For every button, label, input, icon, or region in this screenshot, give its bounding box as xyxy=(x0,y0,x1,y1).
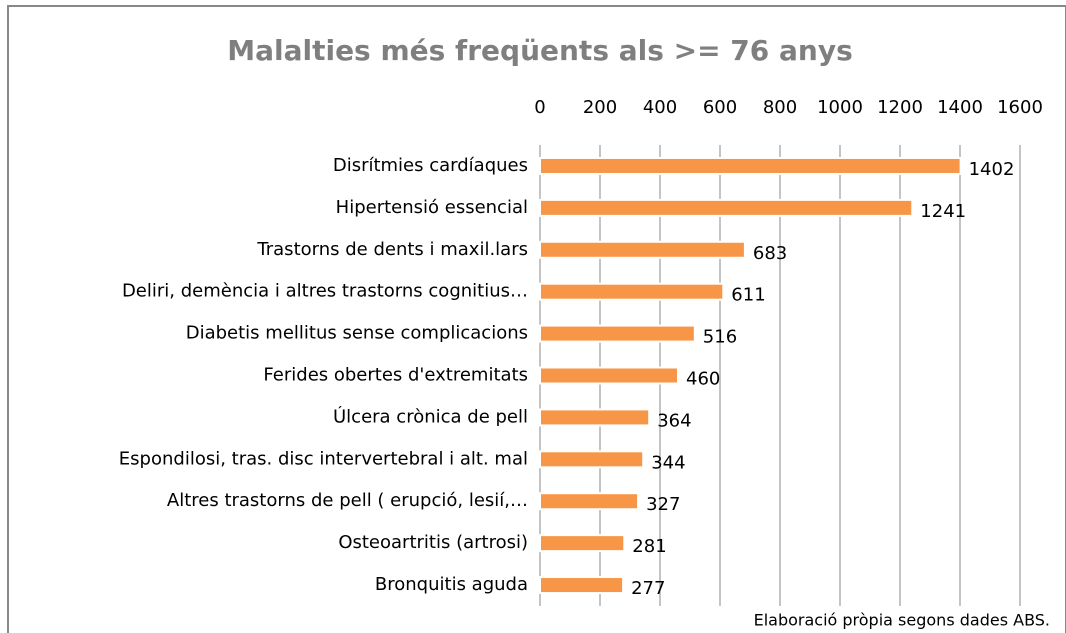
x-tick-label: 800 xyxy=(763,97,797,118)
bar xyxy=(539,408,651,427)
data-label: 516 xyxy=(703,327,737,348)
x-tick-label: 1400 xyxy=(937,97,983,118)
y-tick-label: Hipertensió essencial xyxy=(336,197,528,218)
data-label: 327 xyxy=(646,494,680,515)
y-tick-label: Altres trastorns de pell ( erupció, lesi… xyxy=(167,490,528,511)
x-tick-label: 200 xyxy=(583,97,617,118)
data-label: 683 xyxy=(753,243,787,264)
y-tick-label: Osteoartritis (artrosi) xyxy=(338,532,528,553)
data-label: 344 xyxy=(651,452,685,473)
y-tick-label: Disrítmies cardíaques xyxy=(333,155,528,176)
x-tick-label: 1600 xyxy=(997,97,1043,118)
chart-frame xyxy=(7,5,1066,633)
y-tick-label: Úlcera crònica de pell xyxy=(333,405,528,427)
bar xyxy=(539,198,914,217)
data-label: 277 xyxy=(631,578,665,599)
bar xyxy=(539,492,640,511)
x-tick-label: 0 xyxy=(534,97,545,118)
data-label: 364 xyxy=(657,410,691,431)
data-label: 611 xyxy=(731,285,765,306)
bar xyxy=(539,156,962,175)
y-tick-label: Diabetis mellitus sense complicacions xyxy=(186,323,528,344)
y-tick-label: Bronquitis aguda xyxy=(375,574,528,595)
bar xyxy=(539,450,645,469)
y-tick-label: Ferides obertes d'extremitats xyxy=(263,365,528,386)
bar xyxy=(539,534,626,553)
x-tick-label: 400 xyxy=(643,97,677,118)
bar xyxy=(539,576,625,595)
x-tick-label: 600 xyxy=(703,97,737,118)
data-label: 281 xyxy=(632,536,666,557)
bar xyxy=(539,366,679,385)
x-tick-label: 1200 xyxy=(877,97,923,118)
chart-title: Malalties més freqüents als >= 76 anys xyxy=(227,34,853,67)
y-tick-label: Deliri, demència i altres trastorns cogn… xyxy=(122,281,528,302)
x-tick-label: 1000 xyxy=(817,97,863,118)
data-label: 1241 xyxy=(920,201,966,222)
bar xyxy=(539,282,725,301)
y-tick-label: Trastorns de dents i maxil.lars xyxy=(256,239,528,260)
data-label: 460 xyxy=(686,369,720,390)
bar xyxy=(539,240,746,259)
y-tick-label: Espondilosi, tras. disc intervertebral i… xyxy=(119,448,528,469)
bar xyxy=(539,324,696,343)
data-label: 1402 xyxy=(969,159,1015,180)
annotation: Elaboració pròpia segons dades ABS. xyxy=(754,611,1050,630)
